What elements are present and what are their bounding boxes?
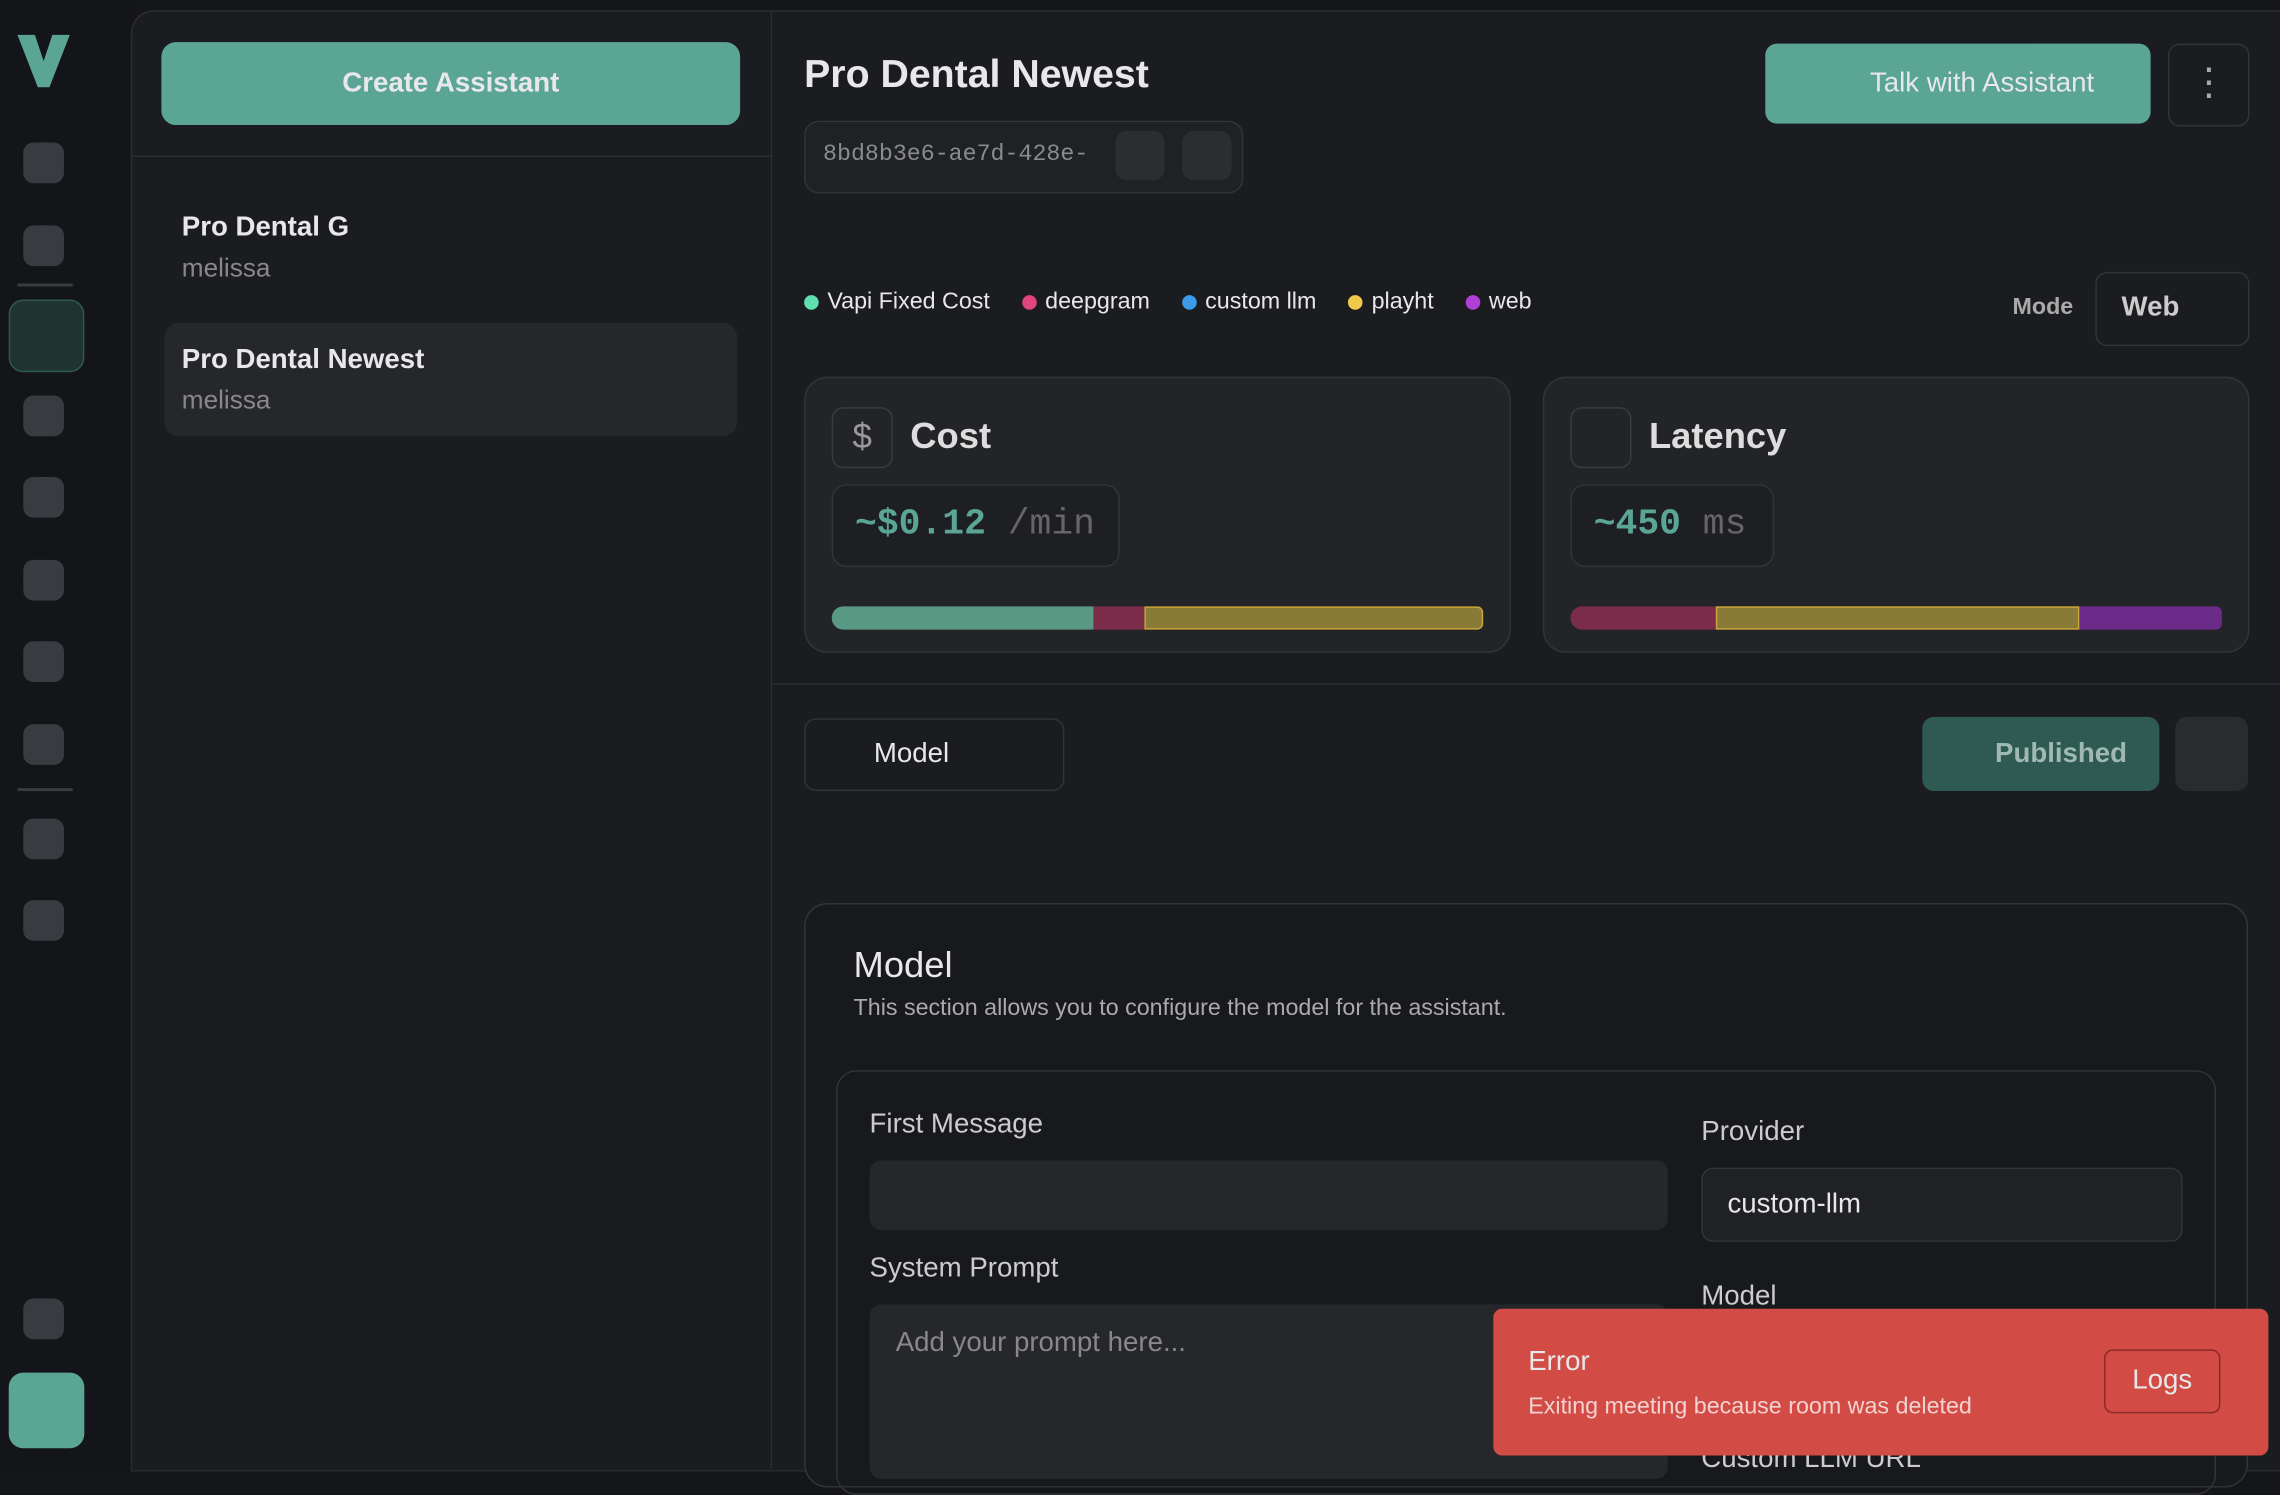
talk-button[interactable]: Talk with Assistant xyxy=(1765,43,2151,124)
nav-icon[interactable] xyxy=(23,641,64,682)
field-label: Model xyxy=(1701,1281,1777,1312)
assistant-id: 8bd8b3e6-ae7d-428e- xyxy=(823,141,1089,168)
legend-dot xyxy=(1465,295,1481,310)
provider-select[interactable]: custom-llm xyxy=(1727,1189,1862,1220)
legend-item: Vapi Fixed Cost xyxy=(804,289,990,315)
mode-label: Mode xyxy=(2012,295,2074,320)
published-button[interactable]: Published xyxy=(1922,716,2160,792)
create-button[interactable]: Create Assistant xyxy=(161,42,741,126)
nav-icon[interactable] xyxy=(23,818,64,860)
logo xyxy=(17,34,70,88)
field-label: Provider xyxy=(1701,1116,1805,1148)
nav-icon[interactable] xyxy=(23,900,64,941)
link-button[interactable] xyxy=(1182,130,1232,181)
more-button[interactable]: ⋮ xyxy=(2168,43,2250,127)
legend-label: playht xyxy=(1371,289,1434,315)
legend-label: deepgram xyxy=(1045,289,1150,315)
legend-item: custom llm xyxy=(1181,289,1317,315)
nav xyxy=(0,0,131,1469)
assistant-name: Pro Dental Newest xyxy=(181,344,425,376)
title: Pro Dental Newest xyxy=(804,52,1149,96)
legend-dot xyxy=(1348,295,1363,310)
assistant-owner: melissa xyxy=(181,385,271,415)
nav-icon[interactable] xyxy=(23,724,64,765)
nav-icon[interactable] xyxy=(23,559,64,601)
error-toast: Error Exiting meeting because room was d… xyxy=(1493,1308,2269,1456)
latency-title: Latency xyxy=(1648,415,1787,457)
legend-item: deepgram xyxy=(1021,289,1150,315)
delete-button[interactable] xyxy=(2175,716,2249,792)
legend-item: web xyxy=(1465,289,1532,315)
toast-title: Error xyxy=(1528,1346,1590,1378)
field-label: System Prompt xyxy=(869,1253,1059,1284)
nav-icon[interactable] xyxy=(23,1298,64,1340)
profile[interactable] xyxy=(8,1372,85,1449)
first-message-input[interactable] xyxy=(869,1160,1668,1231)
cost-card: $ Cost ~$0.12 /min xyxy=(804,376,1511,653)
copy-button[interactable] xyxy=(1115,130,1165,181)
cost-value: ~$0.12 xyxy=(855,503,986,546)
assistant-name: Pro Dental G xyxy=(181,212,350,243)
toast-message: Exiting meeting because room was deleted xyxy=(1528,1394,1972,1420)
legend-dot xyxy=(804,295,819,310)
legend: Vapi Fixed Cost deepgram custom llm playht w… xyxy=(804,289,1532,315)
cost-title: Cost xyxy=(910,415,992,457)
legend-dot xyxy=(1021,295,1037,310)
section-title: Model xyxy=(853,945,953,986)
assistant-owner: melissa xyxy=(181,253,271,283)
mode-select[interactable]: Web xyxy=(2121,292,2180,323)
section-description: This section allows you to configure the… xyxy=(853,996,1507,1021)
nav-icon[interactable] xyxy=(23,225,64,267)
latency-unit: ms xyxy=(1702,503,1747,546)
tab-select[interactable]: Model xyxy=(873,738,950,770)
nav-icon[interactable] xyxy=(23,142,64,184)
nav-active[interactable] xyxy=(8,299,85,373)
nav-icon[interactable] xyxy=(23,476,64,518)
legend-label: Vapi Fixed Cost xyxy=(827,289,990,315)
legend-dot xyxy=(1181,295,1197,310)
legend-label: web xyxy=(1488,289,1532,315)
nav-icon[interactable] xyxy=(23,395,64,437)
placeholder: Add your prompt here... xyxy=(895,1327,1186,1359)
field-label: First Message xyxy=(869,1109,1044,1141)
logs-button[interactable]: Logs xyxy=(2104,1349,2221,1414)
legend-label: custom llm xyxy=(1205,289,1317,315)
cost-unit: /min xyxy=(1007,503,1096,546)
legend-item: playht xyxy=(1348,289,1434,315)
latency-card: Latency ~450 ms xyxy=(1542,376,2250,653)
latency-value: ~450 xyxy=(1593,503,1681,546)
